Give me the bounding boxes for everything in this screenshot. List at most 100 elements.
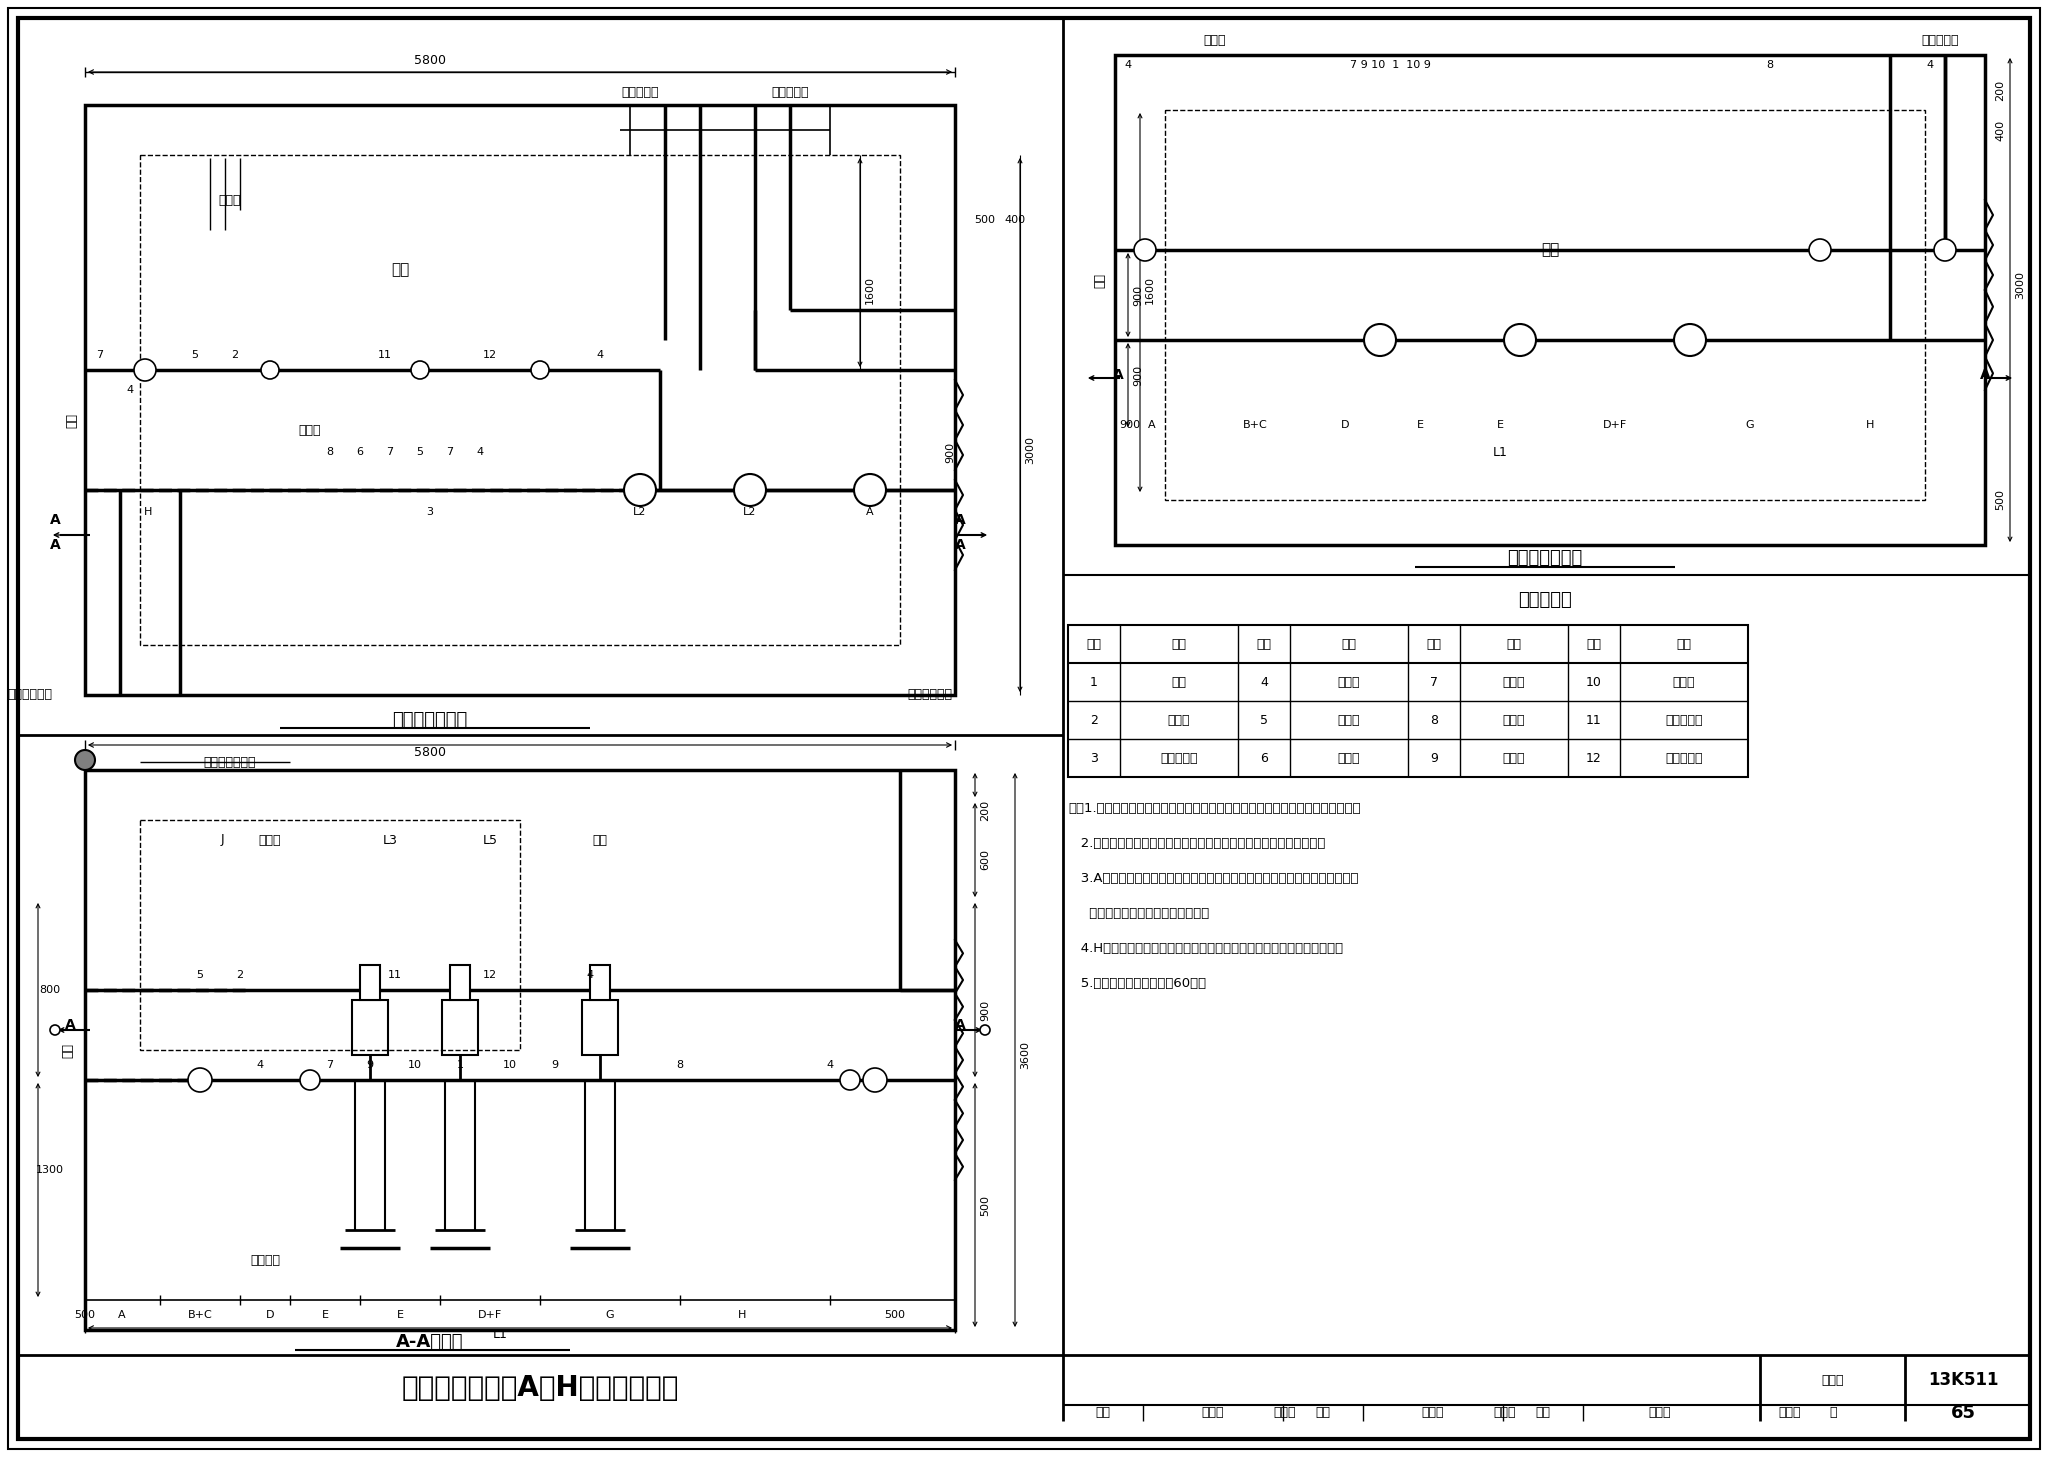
Text: 4: 4 — [127, 385, 133, 395]
Text: 500: 500 — [885, 1310, 905, 1320]
Text: 800: 800 — [39, 985, 61, 995]
Text: 4: 4 — [477, 447, 483, 457]
Text: 8: 8 — [326, 447, 334, 457]
Text: 7: 7 — [446, 447, 453, 457]
Text: 寇超美: 寇超美 — [1202, 1406, 1225, 1419]
Text: 12: 12 — [483, 970, 498, 981]
Circle shape — [530, 361, 549, 379]
Text: 3: 3 — [426, 507, 434, 517]
Text: 编号: 编号 — [1257, 638, 1272, 650]
Text: 5: 5 — [1260, 714, 1268, 727]
Text: 名称: 名称 — [1341, 638, 1356, 650]
Text: 编号: 编号 — [1427, 638, 1442, 650]
Text: 10: 10 — [408, 1061, 422, 1069]
Text: 65: 65 — [1950, 1405, 1976, 1422]
Bar — [1114, 55, 1985, 545]
Text: 5800: 5800 — [414, 746, 446, 759]
Text: 3000: 3000 — [2015, 271, 2025, 299]
Text: 4: 4 — [1927, 60, 1933, 70]
Text: 7: 7 — [387, 447, 393, 457]
Text: 7: 7 — [1430, 676, 1438, 689]
Text: 10: 10 — [504, 1061, 516, 1069]
Text: 1300: 1300 — [37, 1166, 63, 1174]
Text: 过滤器: 过滤器 — [1337, 714, 1360, 727]
Text: A: A — [49, 513, 59, 527]
Text: 500: 500 — [74, 1310, 96, 1320]
Text: 11: 11 — [387, 970, 401, 981]
Text: 接用户供水管: 接用户供水管 — [907, 689, 952, 701]
Text: 机房: 机房 — [391, 262, 410, 277]
Text: D+F: D+F — [477, 1310, 502, 1320]
Text: G: G — [1745, 420, 1755, 430]
Text: 寇超美: 寇超美 — [1274, 1406, 1296, 1419]
Text: 1: 1 — [457, 1061, 463, 1069]
Text: A: A — [866, 507, 874, 517]
Text: A: A — [954, 1018, 965, 1032]
Text: 900: 900 — [1120, 420, 1141, 430]
Text: 室外温度传感器: 室外温度传感器 — [203, 756, 256, 768]
Text: 温度计: 温度计 — [1337, 752, 1360, 765]
Text: 能量计: 能量计 — [1167, 714, 1190, 727]
Text: 4: 4 — [586, 970, 594, 981]
Text: 500: 500 — [1995, 490, 2005, 510]
Text: 1: 1 — [1090, 676, 1098, 689]
Text: 1600: 1600 — [864, 275, 874, 305]
Bar — [86, 769, 954, 1330]
Text: 6: 6 — [356, 447, 362, 457]
Text: 3.A型旁通管上安装关断型止回阀，具有关断和止回的功能，系统运行时截止: 3.A型旁通管上安装关断型止回阀，具有关断和止回的功能，系统运行时截止 — [1067, 871, 1358, 884]
Bar — [590, 965, 610, 1000]
Text: 200: 200 — [1995, 80, 2005, 101]
Text: 2: 2 — [1090, 714, 1098, 727]
Text: 12: 12 — [483, 350, 498, 360]
Text: G: G — [606, 1310, 614, 1320]
Text: 页: 页 — [1829, 1406, 1837, 1419]
Circle shape — [133, 358, 156, 380]
Text: 水泵: 水泵 — [1171, 676, 1186, 689]
Text: 旁通管: 旁通管 — [299, 424, 322, 437]
Text: 编号: 编号 — [1587, 638, 1602, 650]
Bar — [139, 154, 899, 645]
Text: 7: 7 — [96, 350, 104, 360]
Text: 1600: 1600 — [1145, 275, 1155, 305]
Circle shape — [1808, 239, 1831, 261]
Circle shape — [49, 1026, 59, 1034]
Text: 机房: 机房 — [592, 833, 608, 847]
Text: 压力传感器: 压力传感器 — [1665, 714, 1702, 727]
Text: H: H — [1866, 420, 1874, 430]
Text: 8: 8 — [1430, 714, 1438, 727]
Text: 500: 500 — [981, 1195, 989, 1215]
Text: A: A — [1980, 369, 1991, 382]
Text: 变径管: 变径管 — [1673, 676, 1696, 689]
Text: 机房上部平面图: 机房上部平面图 — [393, 711, 467, 728]
Circle shape — [733, 474, 766, 506]
Text: 外墙: 外墙 — [1094, 272, 1106, 287]
Text: 隔振支架: 隔振支架 — [250, 1253, 281, 1266]
Text: 900: 900 — [944, 441, 954, 462]
Text: 机房: 机房 — [1540, 242, 1559, 258]
Circle shape — [854, 474, 887, 506]
Circle shape — [1364, 323, 1397, 356]
Text: 4: 4 — [1260, 676, 1268, 689]
Text: 13K511: 13K511 — [1927, 1371, 1999, 1389]
Text: 阀常开，仅为调试和检修时使用。: 阀常开，仅为调试和检修时使用。 — [1067, 908, 1208, 919]
Text: 蓬永刚: 蓬永刚 — [1421, 1406, 1444, 1419]
Circle shape — [840, 1069, 860, 1090]
Text: 8: 8 — [676, 1061, 684, 1069]
Text: 6: 6 — [1260, 752, 1268, 765]
Text: 11: 11 — [379, 350, 391, 360]
Text: L2: L2 — [633, 507, 647, 517]
Text: 5: 5 — [197, 970, 203, 981]
Bar — [352, 1000, 387, 1055]
Text: H: H — [143, 507, 152, 517]
Text: 管网供水管: 管网供水管 — [772, 86, 809, 99]
Text: 4: 4 — [827, 1061, 834, 1069]
Text: 机房下部平面图: 机房下部平面图 — [1507, 549, 1583, 567]
Bar — [442, 1000, 477, 1055]
Text: 900: 900 — [1133, 284, 1143, 306]
Text: 设计: 设计 — [1536, 1406, 1550, 1419]
Text: 图集号: 图集号 — [1823, 1374, 1845, 1387]
Text: E: E — [397, 1310, 403, 1320]
Text: 3000: 3000 — [1024, 436, 1034, 463]
Text: L1: L1 — [1493, 446, 1507, 459]
Text: 温度传感器: 温度传感器 — [1161, 752, 1198, 765]
